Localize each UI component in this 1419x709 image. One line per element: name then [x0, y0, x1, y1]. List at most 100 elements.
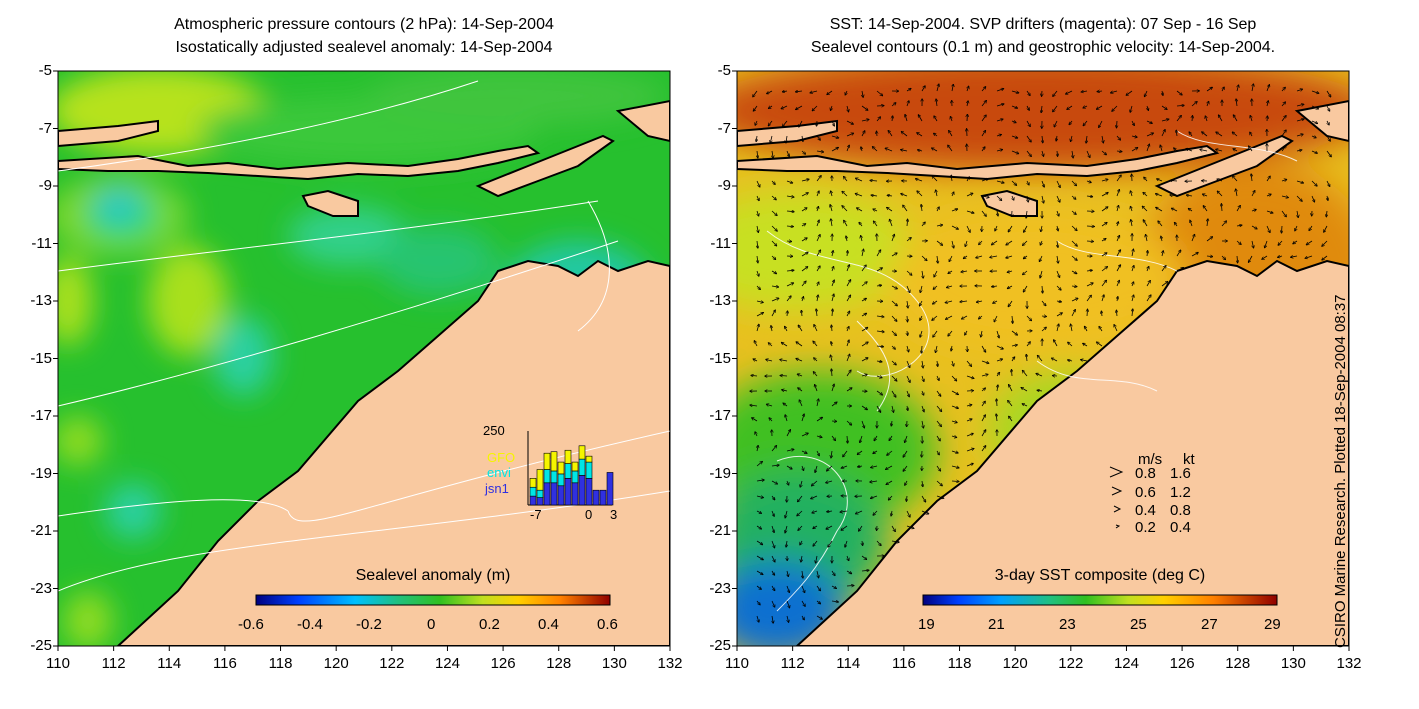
velocity-vector [831, 450, 832, 458]
velocity-vector [1071, 135, 1072, 141]
velocity-vector [844, 221, 848, 227]
velocity-vector [874, 221, 878, 227]
velocity-vector [1207, 102, 1209, 107]
sst-colorbar-tick: 19 [918, 616, 935, 633]
velocity-vector [1281, 210, 1286, 217]
velocity-vector [796, 359, 803, 362]
velocity-vector [886, 480, 893, 484]
sst-colorbar-tick: 29 [1264, 616, 1281, 633]
velocity-vector [846, 265, 849, 272]
velocity-legend-ms: 0.4 [1135, 502, 1156, 519]
velocity-legend-header-kt: kt [1183, 451, 1195, 468]
velocity-vector [981, 446, 986, 452]
velocity-vector [936, 420, 941, 426]
velocity-vector [1311, 136, 1316, 138]
velocity-vector [873, 510, 878, 515]
velocity-vector [769, 120, 773, 126]
velocity-vector [876, 540, 881, 545]
velocity-vector [1162, 251, 1163, 257]
velocity-vector [1011, 105, 1017, 108]
sealevel-colorbar-tick: 0.4 [538, 616, 559, 633]
velocity-vector [948, 145, 953, 152]
longitude-tick-label: 118 [268, 655, 293, 672]
velocity-vector [1222, 87, 1224, 92]
velocity-vector [1221, 255, 1225, 259]
inset-bar-jsn1 [606, 472, 614, 506]
velocity-vector [1236, 99, 1237, 107]
velocity-vector [816, 151, 823, 152]
inset-bar-gfo [550, 451, 558, 472]
velocity-vector [922, 270, 923, 278]
velocity-vector [783, 120, 788, 126]
velocity-vector [1024, 255, 1028, 259]
velocity-vector [812, 511, 818, 513]
velocity-vector [1101, 179, 1108, 181]
velocity-vector [886, 148, 893, 152]
velocity-vector [845, 540, 848, 547]
velocity-vector [846, 236, 847, 242]
velocity-vector [1236, 189, 1237, 197]
sealevel-colorbar-tick: -0.6 [238, 616, 264, 633]
velocity-vector [846, 311, 850, 317]
velocity-vector [891, 525, 895, 531]
velocity-vector [1218, 191, 1223, 197]
longitude-tick-label: 110 [725, 655, 749, 672]
velocity-vector [936, 99, 937, 107]
velocity-vector [922, 345, 923, 353]
velocity-vector [1057, 240, 1058, 247]
velocity-vector [801, 600, 805, 606]
velocity-vector [816, 555, 817, 563]
velocity-vector [966, 360, 971, 366]
velocity-vector [1022, 404, 1028, 407]
velocity-vector [861, 282, 867, 287]
velocity-vector [1206, 237, 1212, 242]
velocity-vector [861, 314, 866, 317]
velocity-vector [876, 361, 882, 362]
velocity-vector [1024, 225, 1028, 232]
velocity-vector [1237, 255, 1238, 263]
velocity-vector [1056, 195, 1060, 202]
velocity-vector [782, 105, 788, 109]
velocity-vector [859, 223, 863, 227]
velocity-vector [1027, 105, 1029, 110]
left-title-line1: Atmospheric pressure contours (2 hPa): 1… [174, 16, 554, 33]
velocity-vector [846, 586, 854, 587]
velocity-vector [1281, 196, 1288, 198]
sst-colorbar-tick: 21 [988, 616, 1005, 633]
velocity-vector [1112, 105, 1118, 111]
velocity-vector [1026, 355, 1027, 362]
velocity-vector [1023, 371, 1028, 377]
velocity-vector [754, 105, 758, 111]
velocity-vector [981, 101, 986, 107]
velocity-vector [981, 115, 986, 122]
velocity-vector [786, 540, 787, 547]
velocity-vector [907, 330, 908, 335]
velocity-vector [1042, 150, 1044, 156]
velocity-vector [796, 342, 803, 347]
inset-bar-jsn1 [592, 489, 600, 506]
sealevel-colorbar-tick: 0 [427, 616, 436, 633]
velocity-vector [798, 374, 803, 376]
velocity-vector [1216, 149, 1223, 151]
velocity-vector [1071, 255, 1077, 260]
velocity-vector [858, 466, 863, 467]
sst-colorbar-label: 3-day SST composite (deg C) [994, 567, 1206, 584]
velocity-vector [905, 115, 908, 122]
velocity-vector [831, 280, 834, 287]
velocity-vector [981, 402, 985, 407]
velocity-vector [966, 405, 972, 406]
velocity-vector [1116, 281, 1119, 287]
velocity-vector [1156, 194, 1163, 197]
latitude-tick-label: -7 [717, 119, 731, 137]
velocity-vector [932, 176, 938, 182]
velocity-vector [783, 403, 788, 407]
longitude-tick-label: 122 [1058, 655, 1084, 672]
velocity-vector [1233, 176, 1238, 182]
velocity-vector [1086, 241, 1093, 242]
longitude-tick-label: 124 [434, 655, 460, 672]
velocity-vector [846, 370, 851, 377]
velocity-vector [966, 419, 972, 421]
velocity-vector [1296, 104, 1304, 106]
velocity-vector [857, 208, 863, 212]
australia-landmass [115, 259, 671, 647]
